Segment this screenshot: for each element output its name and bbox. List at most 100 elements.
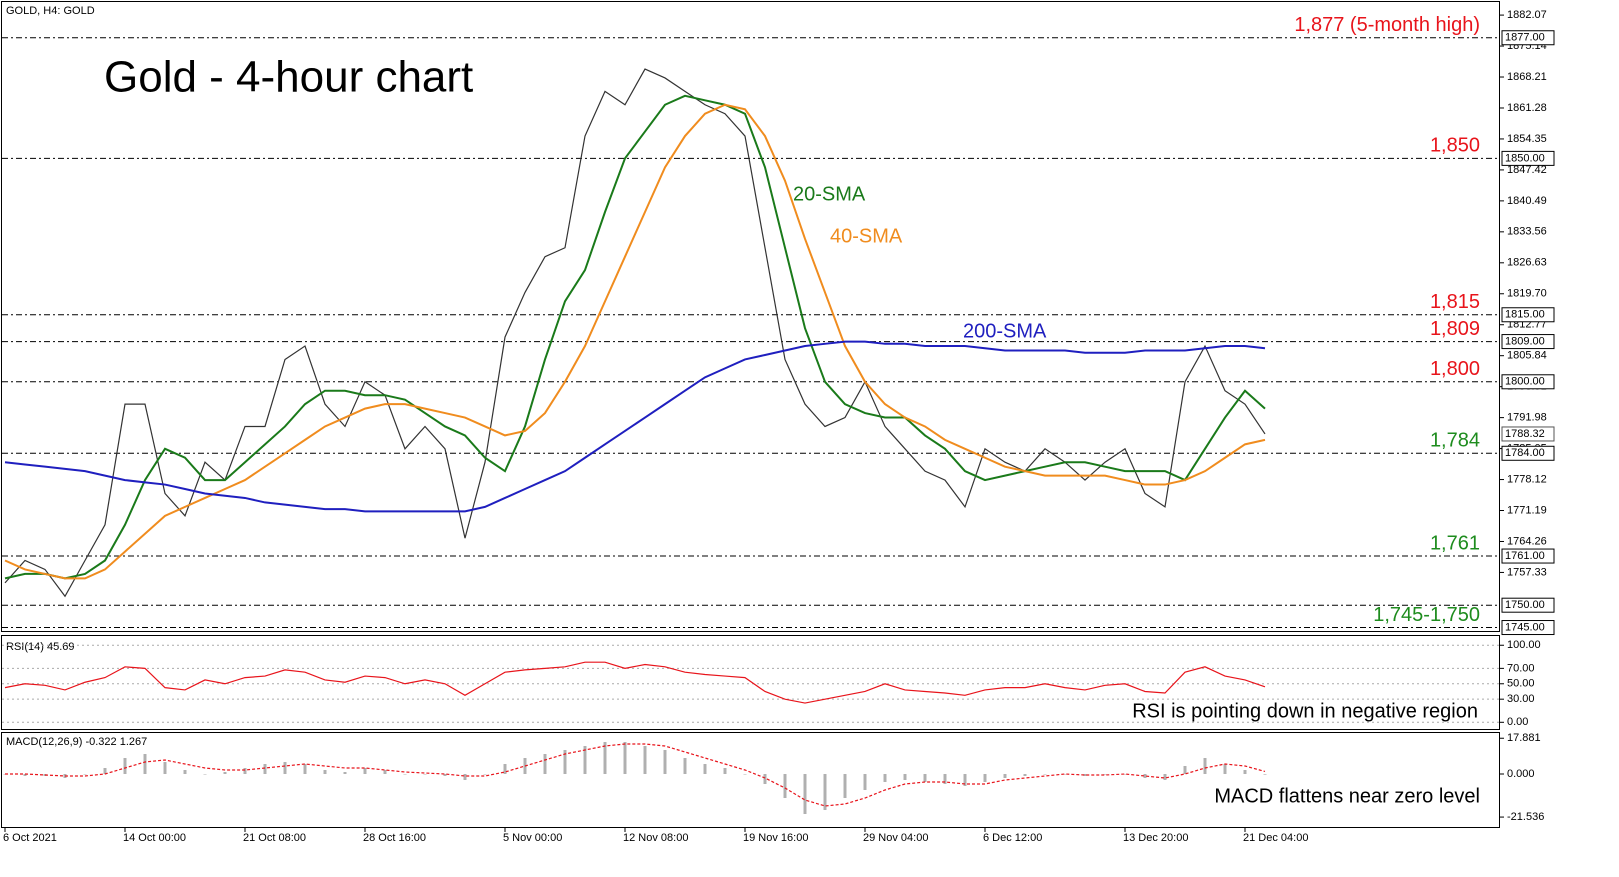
level-note: 1,877 (5-month high)	[1294, 14, 1480, 36]
level-note: 1,745-1,750	[1373, 604, 1480, 626]
level-tag-box	[1501, 548, 1555, 564]
histogram-bar	[1063, 774, 1067, 775]
histogram-bar	[1083, 774, 1087, 776]
series-label: 20-SMA	[793, 183, 866, 205]
histogram-bar	[963, 774, 967, 786]
y-tick-label: 17.881	[1507, 732, 1541, 744]
y-tick-label: 1805.84	[1507, 350, 1547, 362]
y-tick-label: 1771.19	[1507, 504, 1547, 516]
y-tick-label: 30.00	[1507, 693, 1535, 705]
y-tick-label: 50.00	[1507, 678, 1535, 690]
histogram-bar	[1143, 774, 1147, 778]
last-price: 1788.32	[1505, 428, 1545, 440]
histogram-bar	[863, 774, 867, 790]
level-note: 1,809	[1430, 318, 1480, 340]
level-tag-box	[1501, 374, 1555, 390]
level-note: 1,800	[1430, 358, 1480, 380]
x-tick-label: 19 Nov 16:00	[743, 832, 808, 844]
histogram-bar	[943, 774, 947, 784]
series-line	[4, 103, 1266, 580]
histogram-bar	[1163, 774, 1167, 780]
histogram-bar	[1103, 774, 1107, 775]
y-tick-label: 70.00	[1507, 662, 1535, 674]
histogram-bar	[1183, 766, 1187, 774]
histogram-bar	[843, 774, 847, 798]
rsi-annotation: RSI is pointing down in negative region	[1132, 700, 1478, 722]
level-tag: 1800.00	[1505, 376, 1545, 388]
y-tick-label: 1791.98	[1507, 412, 1547, 424]
level-tag: 1815.00	[1505, 309, 1545, 321]
level-tag-box	[1501, 150, 1555, 166]
price-panel	[1, 1, 1500, 632]
macd-label: MACD(12,26,9) -0.322 1.267	[6, 736, 147, 748]
x-tick-label: 29 Nov 04:00	[863, 832, 928, 844]
y-tick-label: 1819.70	[1507, 288, 1547, 300]
series-label: 40-SMA	[830, 225, 903, 247]
histogram-bar	[483, 774, 487, 775]
histogram-bar	[23, 774, 27, 776]
histogram-bar	[603, 742, 607, 774]
histogram-bar	[823, 774, 827, 810]
histogram-bar	[903, 774, 907, 780]
level-tag: 1877.00	[1505, 32, 1545, 44]
y-tick-label: 1757.33	[1507, 566, 1547, 578]
y-tick-label: 100.00	[1507, 639, 1541, 651]
level-tag-box	[1501, 307, 1555, 323]
level-note: 1,850	[1430, 135, 1480, 157]
last-price-box	[1501, 426, 1555, 442]
histogram-bar	[143, 754, 147, 774]
histogram-bar	[623, 742, 627, 774]
rsi-panel	[1, 635, 1500, 730]
x-tick-label: 5 Nov 00:00	[503, 832, 562, 844]
y-tick-label: 1778.12	[1507, 473, 1547, 485]
x-tick-label: 21 Dec 04:00	[1243, 832, 1308, 844]
histogram-bar	[543, 754, 547, 774]
histogram-bar	[1243, 770, 1247, 774]
histogram-bar	[243, 768, 247, 774]
histogram-bar	[183, 770, 187, 774]
x-tick-label: 28 Oct 16:00	[363, 832, 426, 844]
histogram-bar	[983, 774, 987, 782]
histogram-bar	[1003, 774, 1007, 778]
series-line	[4, 340, 1266, 513]
y-tick-label: 1861.28	[1507, 102, 1547, 114]
histogram-bar	[1043, 774, 1047, 775]
series-line	[4, 68, 1266, 598]
histogram-bar	[1223, 764, 1227, 774]
y-tick-label: 0.000	[1507, 768, 1535, 780]
histogram-bar	[923, 774, 927, 782]
histogram-bar	[463, 774, 467, 780]
histogram-bar	[563, 750, 567, 774]
y-tick-label: 1847.42	[1507, 164, 1547, 176]
histogram-bar	[803, 774, 807, 814]
histogram-bar	[723, 768, 727, 774]
histogram-bar	[423, 774, 427, 775]
histogram-bar	[1023, 774, 1027, 776]
histogram-bar	[283, 762, 287, 774]
level-note: 1,761	[1430, 532, 1480, 554]
level-note: 1,784	[1430, 430, 1480, 452]
histogram-bar	[1123, 774, 1127, 775]
series-line	[4, 94, 1266, 580]
macd-annotation: MACD flattens near zero level	[1214, 785, 1480, 807]
histogram-bar	[123, 758, 127, 774]
y-tick-label: 1854.35	[1507, 133, 1547, 145]
y-tick-label: 1882.07	[1507, 9, 1547, 21]
series-line	[4, 661, 1266, 704]
histogram-bar	[503, 764, 507, 774]
level-tag: 1784.00	[1505, 447, 1545, 459]
level-tag-box	[1501, 597, 1555, 613]
level-tag: 1745.00	[1505, 621, 1545, 633]
rsi-label: RSI(14) 45.69	[6, 641, 74, 653]
y-tick-label: 1826.63	[1507, 257, 1547, 269]
histogram-bar	[383, 770, 387, 774]
histogram-bar	[743, 774, 747, 775]
histogram-bar	[83, 774, 87, 775]
histogram-bar	[343, 772, 347, 774]
x-tick-label: 6 Oct 2021	[3, 832, 57, 844]
level-note: 1,815	[1430, 291, 1480, 313]
y-tick-label: 1764.26	[1507, 535, 1547, 547]
header: GOLD, H4: GOLD	[6, 5, 95, 17]
